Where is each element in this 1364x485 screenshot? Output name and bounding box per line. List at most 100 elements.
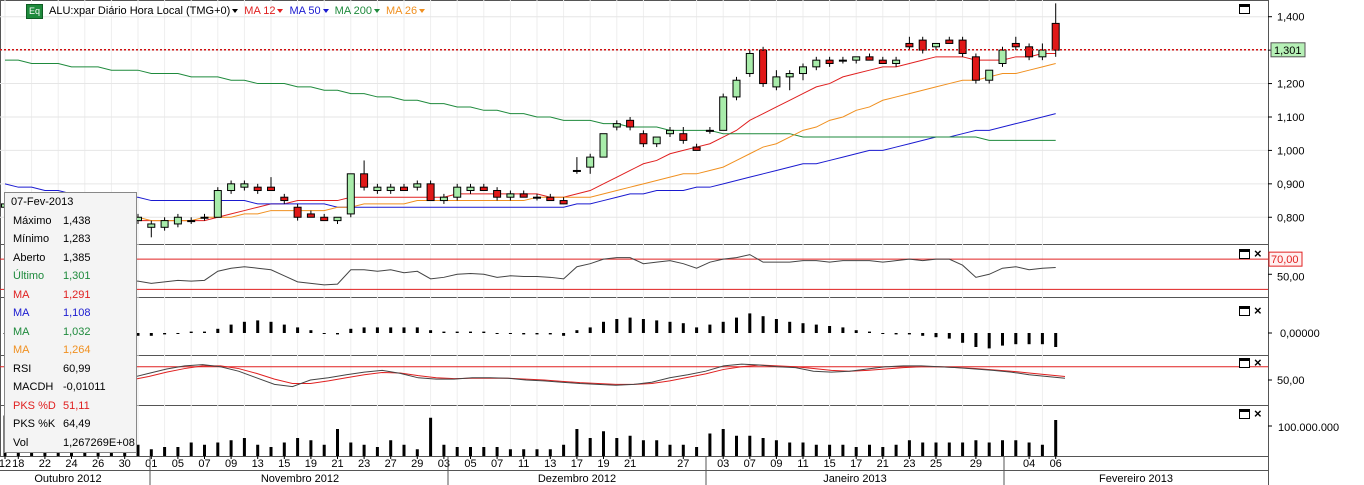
close-volume-pane-icon[interactable]: × [1254,406,1262,421]
volume-bar [508,449,512,456]
volume-tick-label: 100.000.000 [1278,422,1339,434]
data-window-value: 1,283 [63,233,91,246]
x-day-label: 17 [571,458,583,470]
macdh-bar [974,333,978,347]
x-day-label: 17 [850,458,862,470]
candle [240,183,249,188]
macdh-bar [641,319,645,333]
maximize-macd-pane-button[interactable] [1239,306,1250,316]
x-day-label: 05 [172,458,184,470]
macdh-bar [296,327,300,333]
volume-bar [189,442,193,456]
data-window-key: Mínimo [13,233,50,246]
candle [705,129,714,132]
data-window-value: 1,385 [63,251,91,264]
volume-bar [881,447,885,456]
x-day-label: 23 [903,458,915,470]
candle [799,66,807,75]
candle [426,183,435,202]
x-month-label: Janeiro 2013 [823,473,887,485]
volume-bar [548,449,552,456]
candle [639,133,648,145]
macdh-bar [1027,333,1031,345]
maximize-rsi-pane-button[interactable] [1239,249,1250,259]
candle [612,123,621,128]
candle [998,49,1007,65]
x-day-label: 15 [278,458,290,470]
macdh-bar [282,324,286,333]
candle [852,56,861,61]
ma-legend-item[interactable]: MA 26 [386,5,426,17]
rsi-line [4,254,1056,288]
symbol-dropdown[interactable]: ALU:xpar Diário Hora Local (TMG+0) [49,5,239,17]
candle [253,186,262,192]
data-window-value: 1,291 [63,288,91,301]
maximize-stoch-pane-button[interactable] [1239,358,1250,368]
macdh-bar [149,333,153,336]
macdh-bar [721,321,725,333]
macdh-bar [242,321,246,333]
candle [293,206,302,218]
volume-bar [814,444,818,456]
macdh-bar [788,321,792,333]
close-macd-pane-icon[interactable]: × [1254,303,1262,318]
macdh-bar [655,320,659,333]
macdh-bar [522,333,526,335]
candle [586,156,595,168]
x-month-label: Dezembro 2012 [538,473,616,485]
macdh-bar [615,319,619,333]
close-rsi-pane-icon[interactable]: × [1254,246,1262,261]
candle [227,183,236,192]
data-window-row: MACDH -0,01011 [5,378,136,397]
data-window-row: Mínimo 1,283 [5,230,136,249]
data-window-row: PKS %D 51,11 [5,397,136,416]
candle [466,186,475,192]
macdh-bar [708,324,712,333]
volume-bar [362,444,366,456]
x-day-label: 04 [1023,458,1035,470]
volume-bar [429,417,433,456]
macdh-bar [136,333,140,336]
ma-legend-item[interactable]: MA 50 [289,5,329,17]
data-window-key: Último [13,270,45,283]
candle [213,190,222,218]
data-window-value: 60,99 [63,362,91,375]
macdh-bar [628,317,632,333]
candle [772,76,781,88]
data-window-key: MA [13,344,30,357]
candle [200,216,209,219]
data-window-value: 1,267269E+08 [63,436,135,449]
volume-bar [242,438,246,456]
macdh-bar [921,333,925,336]
data-window-value: 51,11 [63,399,90,412]
dropdown-arrow-icon [277,9,284,14]
x-day-label: 19 [305,458,317,470]
macdh-bar [535,333,539,335]
x-day-label: 30 [119,458,131,470]
candle [267,186,275,192]
volume-bar [495,447,499,456]
ma-legend-item[interactable]: MA 200 [335,5,380,17]
data-window-value: 1,032 [63,325,91,338]
data-window-row: Vol 1,267269E+08 [5,434,136,453]
close-stoch-pane-icon[interactable]: × [1254,355,1262,370]
candle [719,96,728,131]
macdh-bar [854,330,858,333]
volume-bar [921,442,925,456]
volume-bar [375,447,379,456]
candle [1025,46,1034,58]
candle [493,190,502,198]
maximize-volume-pane-button[interactable] [1239,409,1250,419]
maximize-price-pane-button[interactable] [1239,4,1250,14]
volume-bar [854,447,858,456]
candle [745,52,754,75]
ma-legend-item[interactable]: MA 12 [244,5,284,17]
price-tick-label: 1,400 [1277,12,1305,24]
stoch-tick-label: 50,00 [1277,375,1305,387]
ma-legend-label: MA 50 [289,5,321,17]
rsi-level-label: 70,00 [1271,254,1299,266]
candle [971,56,980,81]
macdh-bar [868,331,871,333]
candle [373,186,382,192]
